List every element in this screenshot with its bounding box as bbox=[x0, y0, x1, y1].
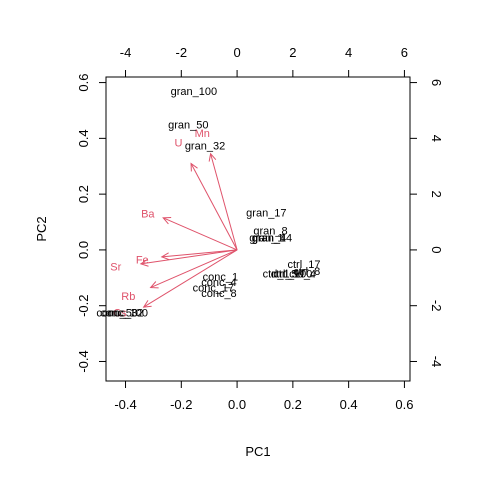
observation-label: conc_50 bbox=[96, 308, 138, 320]
arrowhead bbox=[160, 252, 170, 261]
y-tick-label: -0.4 bbox=[76, 350, 91, 372]
observation-label: ctrl_8 bbox=[293, 266, 320, 278]
y-tick-label: 0.4 bbox=[76, 129, 91, 147]
observation-label: conc_100 bbox=[100, 308, 148, 320]
loading-label: Sr bbox=[110, 262, 121, 274]
x-tick-label: -0.2 bbox=[170, 397, 192, 412]
plot-box bbox=[105, 76, 411, 382]
x-tick-label: 0.4 bbox=[340, 397, 358, 412]
observation-label: gran_1 bbox=[249, 232, 283, 244]
axes: -0.4 -0.2 0.0 0.2 0.4 0.6 -4 -2 0 2 4 6 -0.4 -0.2 0.0 0… bbox=[76, 45, 444, 412]
observation-label: conc_8 bbox=[201, 288, 236, 300]
observation-label: ctrl_50 bbox=[271, 269, 304, 281]
y-tick-label: -0.2 bbox=[76, 294, 91, 316]
observation-label: ctrl_100 bbox=[273, 269, 312, 281]
y-tick-label: 0.6 bbox=[76, 74, 91, 92]
plot-frame bbox=[105, 76, 411, 382]
x-tick-label: -0.4 bbox=[114, 397, 136, 412]
loading-arrows: Mn U Ba Fe Sr Rb Cs bbox=[110, 128, 238, 320]
observation-labels: gran_100 gran_50 gran_32 gran_17 gran_8gran_… bbox=[96, 86, 320, 320]
x-axis-title: PC1 bbox=[245, 444, 270, 459]
loading-arrow-rb bbox=[150, 249, 238, 289]
observation-label: gran_17 bbox=[246, 207, 286, 219]
observation-label: gran_32 bbox=[185, 140, 225, 152]
top-tick-label: 4 bbox=[345, 45, 352, 60]
arrowhead bbox=[139, 258, 149, 267]
loading-arrow-cs bbox=[143, 249, 238, 308]
loading-arrow-mn bbox=[210, 153, 238, 251]
observation-label: conc_32 bbox=[102, 308, 144, 320]
observation-label: gran_50 bbox=[168, 119, 208, 131]
loading-arrow-fe bbox=[161, 249, 238, 258]
observation-label: conc_1 bbox=[203, 271, 238, 283]
arrowhead bbox=[149, 281, 159, 289]
loading-label: U bbox=[175, 138, 183, 150]
observation-label: ctrl_4 bbox=[289, 269, 316, 281]
observation-label: ctrl_17 bbox=[288, 259, 321, 271]
top-tick-label: 2 bbox=[289, 45, 296, 60]
observation-label: conc_17 bbox=[193, 283, 235, 295]
loading-label: Cs bbox=[113, 308, 127, 320]
right-tick-label: -2 bbox=[429, 300, 444, 312]
observation-label: gran_8 bbox=[253, 225, 287, 237]
x-tick-label: 0.6 bbox=[395, 397, 413, 412]
observation-label: gran_14 bbox=[252, 232, 292, 244]
y-axis-title: PC2 bbox=[34, 216, 49, 241]
loading-arrow-ba bbox=[162, 217, 238, 251]
x-tick-label: 0.2 bbox=[284, 397, 302, 412]
arrowhead bbox=[142, 300, 152, 308]
loading-label: Mn bbox=[195, 128, 210, 140]
top-tick-label: 6 bbox=[401, 45, 408, 60]
loading-label: Ba bbox=[141, 209, 155, 221]
right-tick-label: 0 bbox=[429, 246, 444, 253]
right-tick-label: 2 bbox=[429, 191, 444, 198]
observation-label: gran_100 bbox=[171, 86, 218, 98]
y-tick-label: 0.2 bbox=[76, 185, 91, 203]
loading-label: Rb bbox=[121, 291, 135, 303]
arrowhead bbox=[208, 152, 217, 162]
loading-arrow-sr bbox=[140, 249, 238, 265]
right-tick-label: 6 bbox=[429, 79, 444, 86]
top-tick-label: 0 bbox=[233, 45, 240, 60]
right-tick-label: 4 bbox=[429, 135, 444, 142]
observation-label: gran_4 bbox=[252, 232, 286, 244]
loading-arrow-u bbox=[190, 163, 238, 251]
observation-label: ctrl_1 bbox=[263, 269, 290, 281]
observation-label: conc_4 bbox=[201, 277, 236, 289]
x-tick-label: 0.0 bbox=[228, 397, 246, 412]
loading-label: Fe bbox=[136, 255, 149, 267]
y-tick-label: 0.0 bbox=[76, 241, 91, 259]
top-tick-label: -4 bbox=[120, 45, 132, 60]
right-tick-label: -4 bbox=[429, 356, 444, 368]
arrowhead bbox=[190, 162, 198, 172]
top-tick-label: -2 bbox=[176, 45, 188, 60]
arrowhead bbox=[162, 217, 172, 225]
